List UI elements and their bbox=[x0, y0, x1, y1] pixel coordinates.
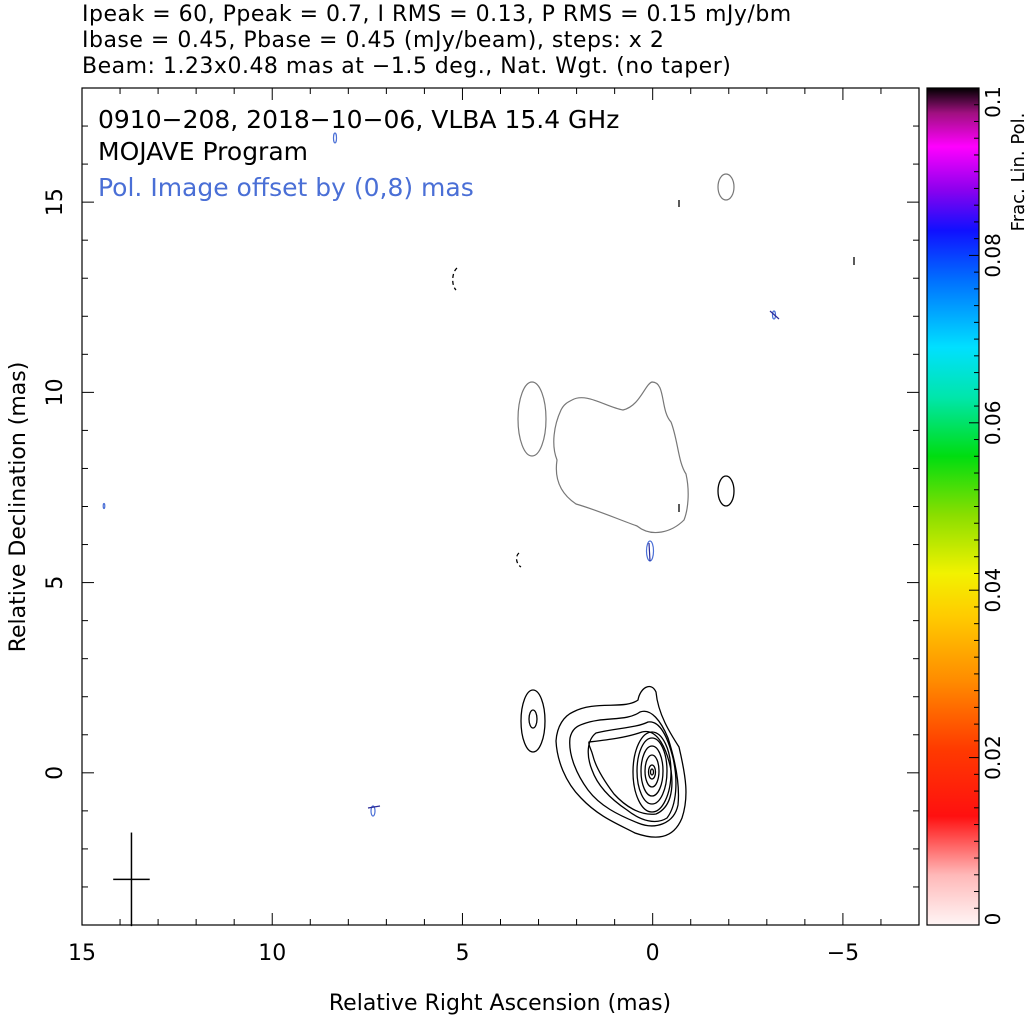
stokes-i-contours bbox=[452, 200, 855, 838]
plot-title: 0910−208, 2018−10−06, VLBA 15.4 GHz bbox=[98, 105, 619, 134]
plot-frame bbox=[81, 87, 920, 926]
stokes-i-dash-2 bbox=[515, 552, 522, 568]
colorbar-tick-label: 0.04 bbox=[981, 568, 1005, 613]
header-line-3: Beam: 1.23x0.48 mas at −1.5 deg., Nat. W… bbox=[82, 54, 732, 79]
header-line-2: Ibase = 0.45, Pbase = 0.45 (mJy/beam), s… bbox=[82, 28, 665, 53]
pol-blob-right bbox=[771, 310, 777, 320]
x-tick-label: 10 bbox=[258, 941, 286, 966]
y-tick-label: 15 bbox=[43, 188, 68, 216]
evpa-vector-2 bbox=[367, 805, 381, 809]
y-tick-label: 10 bbox=[43, 378, 68, 406]
stokes-i-blob-east-inner bbox=[528, 709, 538, 729]
stokes-i-blob-east bbox=[520, 689, 546, 753]
stokes-i-contour-7 bbox=[640, 745, 664, 797]
pol-contour-north bbox=[717, 173, 735, 201]
header-line-1: Ipeak = 60, Ppeak = 0.7, I RMS = 0.13, P… bbox=[82, 2, 792, 27]
stokes-i-contour-4 bbox=[588, 731, 673, 815]
x-tick-label: 0 bbox=[646, 941, 660, 966]
stokes-i-contour-2 bbox=[569, 710, 680, 827]
pol-offset-note: Pol. Image offset by (0,8) mas bbox=[98, 173, 474, 202]
stokes-i-contour-6 bbox=[636, 737, 668, 805]
y-axis-label: Relative Declination (mas) bbox=[6, 362, 31, 653]
polarization-contours bbox=[102, 132, 780, 817]
y-tick-labels: 0 5 10 15 bbox=[43, 188, 68, 780]
colorbar-tick-label: 0 bbox=[981, 913, 1005, 926]
beam-cross bbox=[113, 832, 150, 927]
colorbar bbox=[926, 87, 980, 926]
pol-contour-main bbox=[553, 381, 689, 534]
colorbar-label: Frac. Lin. Pol. bbox=[1008, 113, 1027, 232]
x-tick-labels: 15 10 5 0 −5 bbox=[68, 941, 859, 966]
pol-blob-left bbox=[102, 502, 106, 510]
colorbar-tick-label: 0.1 bbox=[981, 86, 1005, 118]
stokes-i-blob-west bbox=[717, 475, 735, 507]
y-tick-label: 5 bbox=[43, 576, 68, 590]
stokes-i-contour-outer bbox=[555, 685, 687, 838]
colorbar-tick-label: 0.06 bbox=[981, 401, 1005, 446]
colorbar-ticks bbox=[969, 87, 979, 926]
stokes-i-contour-3 bbox=[587, 721, 677, 823]
stokes-i-contour-10 bbox=[649, 768, 655, 776]
x-tick-label: 5 bbox=[455, 941, 469, 966]
x-tick-label: 15 bbox=[68, 941, 96, 966]
pol-blob-low bbox=[370, 805, 376, 817]
y-tick-label: 0 bbox=[43, 766, 68, 780]
axis-ticks bbox=[81, 87, 920, 926]
colorbar-tick-label: 0.02 bbox=[981, 735, 1005, 780]
colorbar-tick-labels: 0 0.02 0.04 0.06 0.08 0.1 bbox=[981, 86, 1005, 925]
evpa-vector-1 bbox=[648, 542, 651, 562]
stokes-i-contour-8 bbox=[644, 754, 660, 788]
pol-contour-east bbox=[517, 381, 547, 457]
pol-blob-top bbox=[332, 132, 338, 144]
x-axis-label: Relative Right Ascension (mas) bbox=[329, 991, 671, 1016]
x-tick-label: −5 bbox=[827, 941, 859, 966]
stokes-i-dash-1 bbox=[452, 267, 458, 291]
plot-subtitle: MOJAVE Program bbox=[98, 137, 308, 166]
stokes-i-contour-9 bbox=[647, 764, 657, 780]
evpa-vector-3 bbox=[769, 310, 780, 320]
stokes-i-contour-5 bbox=[632, 731, 672, 813]
colorbar-tick-label: 0.08 bbox=[981, 233, 1005, 278]
